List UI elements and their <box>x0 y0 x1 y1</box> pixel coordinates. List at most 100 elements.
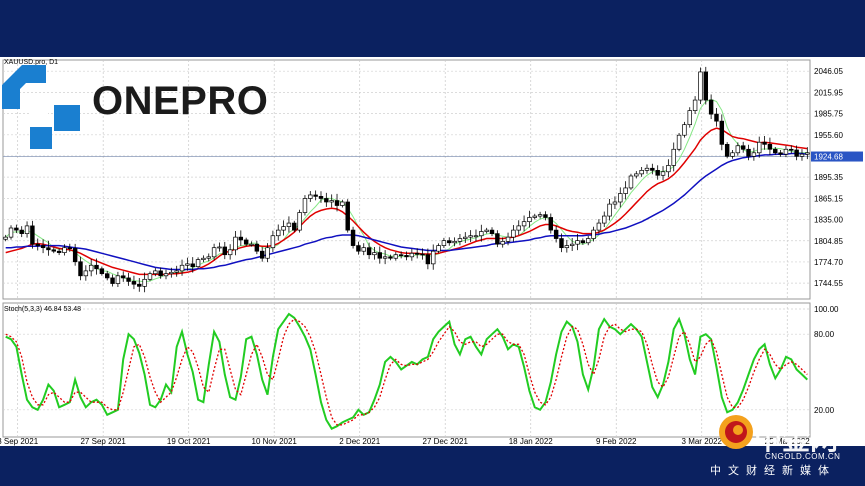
candle-bullish <box>527 217 532 223</box>
candle-bearish <box>425 254 431 265</box>
candle-bullish <box>457 238 463 242</box>
candle-bullish <box>484 229 489 232</box>
candle-bearish <box>398 254 404 257</box>
candle-bearish <box>580 240 586 244</box>
candle-bullish <box>473 235 479 238</box>
candle-bearish <box>778 152 783 155</box>
cngold-circle-icon <box>718 414 754 450</box>
candle-bullish <box>163 273 169 277</box>
candle-bullish <box>142 278 147 287</box>
candle-bullish <box>628 175 634 189</box>
candle-bullish <box>195 259 201 268</box>
candle-bearish <box>794 149 799 157</box>
candle-bullish <box>276 229 281 237</box>
candle-bearish <box>30 225 35 245</box>
candle-bullish <box>671 148 676 166</box>
candle-bearish <box>40 245 46 249</box>
candle-bullish <box>569 243 575 246</box>
candle-bullish <box>83 270 89 277</box>
candle-bullish <box>532 215 537 218</box>
candle-bearish <box>708 99 714 115</box>
candle-bearish <box>746 148 751 157</box>
candle-bearish <box>559 238 564 249</box>
candle-bullish <box>676 134 682 150</box>
candle-bullish <box>8 227 14 238</box>
candle-bullish <box>682 124 687 136</box>
current-price-box <box>811 151 863 162</box>
candle-bearish <box>404 255 409 258</box>
candle-bullish <box>639 170 644 175</box>
price-y-tick-label: 1804.85 <box>814 237 843 246</box>
candle-bullish <box>575 240 580 245</box>
candle-bullish <box>783 148 789 155</box>
candle-bearish <box>773 148 778 154</box>
candle-bullish <box>618 193 623 203</box>
candle-bearish <box>72 248 78 263</box>
x-tick-label: 3 Sep 2021 <box>0 437 39 446</box>
x-tick-label: 10 Nov 2021 <box>252 437 298 446</box>
candle-bearish <box>420 253 425 256</box>
candle-bullish <box>516 225 521 231</box>
candle-bullish <box>169 271 174 275</box>
price-grid <box>2 59 811 300</box>
candle-bullish <box>249 243 254 246</box>
candle-bullish <box>88 264 94 272</box>
candle-bullish <box>585 238 591 244</box>
candle-bullish <box>265 247 270 259</box>
candle-bearish <box>548 217 554 231</box>
chart-svg: 2046.052015.951985.751955.601925.401895.… <box>0 59 863 446</box>
candle-bullish <box>757 141 762 154</box>
candle-bullish <box>206 256 211 259</box>
candle-bullish <box>147 273 153 280</box>
price-y-tick-label: 1744.55 <box>814 279 843 288</box>
candle-bullish <box>463 236 468 239</box>
price-y-tick-label: 1955.60 <box>814 131 843 140</box>
candle-bearish <box>259 250 265 259</box>
candle-bullish <box>286 222 292 227</box>
candles <box>3 66 810 293</box>
candle-bullish <box>393 254 399 259</box>
candle-bearish <box>724 144 730 157</box>
symbol-label: XAUUSD.pro, D1 <box>4 59 58 66</box>
candle-bearish <box>334 200 340 206</box>
candle-bullish <box>233 236 238 251</box>
candle-bearish <box>137 283 142 287</box>
candle-bullish <box>500 241 505 245</box>
candle-bullish <box>153 270 158 275</box>
stochastic-lines <box>5 312 808 430</box>
candle-bearish <box>703 71 709 101</box>
onepro-cross-icon <box>2 65 86 154</box>
candle-bullish <box>211 247 217 258</box>
candle-bearish <box>19 229 24 234</box>
candle-bullish <box>329 200 334 203</box>
candle-bearish <box>190 263 195 268</box>
stoch-grid <box>2 302 811 438</box>
ma-blue-line <box>5 152 808 271</box>
candle-bullish <box>452 241 457 244</box>
candle-bullish <box>185 263 190 266</box>
candle-bullish <box>735 145 741 154</box>
candle-bullish <box>340 201 345 206</box>
stoch-y-tick-label: 100.00 <box>814 305 839 314</box>
candle-bearish <box>318 196 324 199</box>
candle-bullish <box>623 187 628 194</box>
candle-bullish <box>591 229 596 239</box>
candle-bullish <box>612 201 618 205</box>
watermark-cn: 中金网 <box>754 423 839 456</box>
candle-bearish <box>489 229 495 234</box>
candle-bearish <box>110 277 115 284</box>
candle-bullish <box>666 165 671 173</box>
candle-bullish <box>564 245 570 249</box>
candle-bearish <box>719 120 725 145</box>
candle-bullish <box>217 246 222 249</box>
candle-bearish <box>94 264 99 270</box>
stoch-y-tick-label: 80.00 <box>814 330 835 339</box>
candle-bullish <box>698 71 703 101</box>
candle-bearish <box>313 194 318 197</box>
candle-bearish <box>254 243 260 252</box>
current-price-label: 1924.68 <box>814 153 843 162</box>
candle-bullish <box>692 99 698 111</box>
candle-bullish <box>751 152 757 157</box>
candle-bullish <box>62 247 67 253</box>
price-y-tick-label: 2046.05 <box>814 67 843 76</box>
